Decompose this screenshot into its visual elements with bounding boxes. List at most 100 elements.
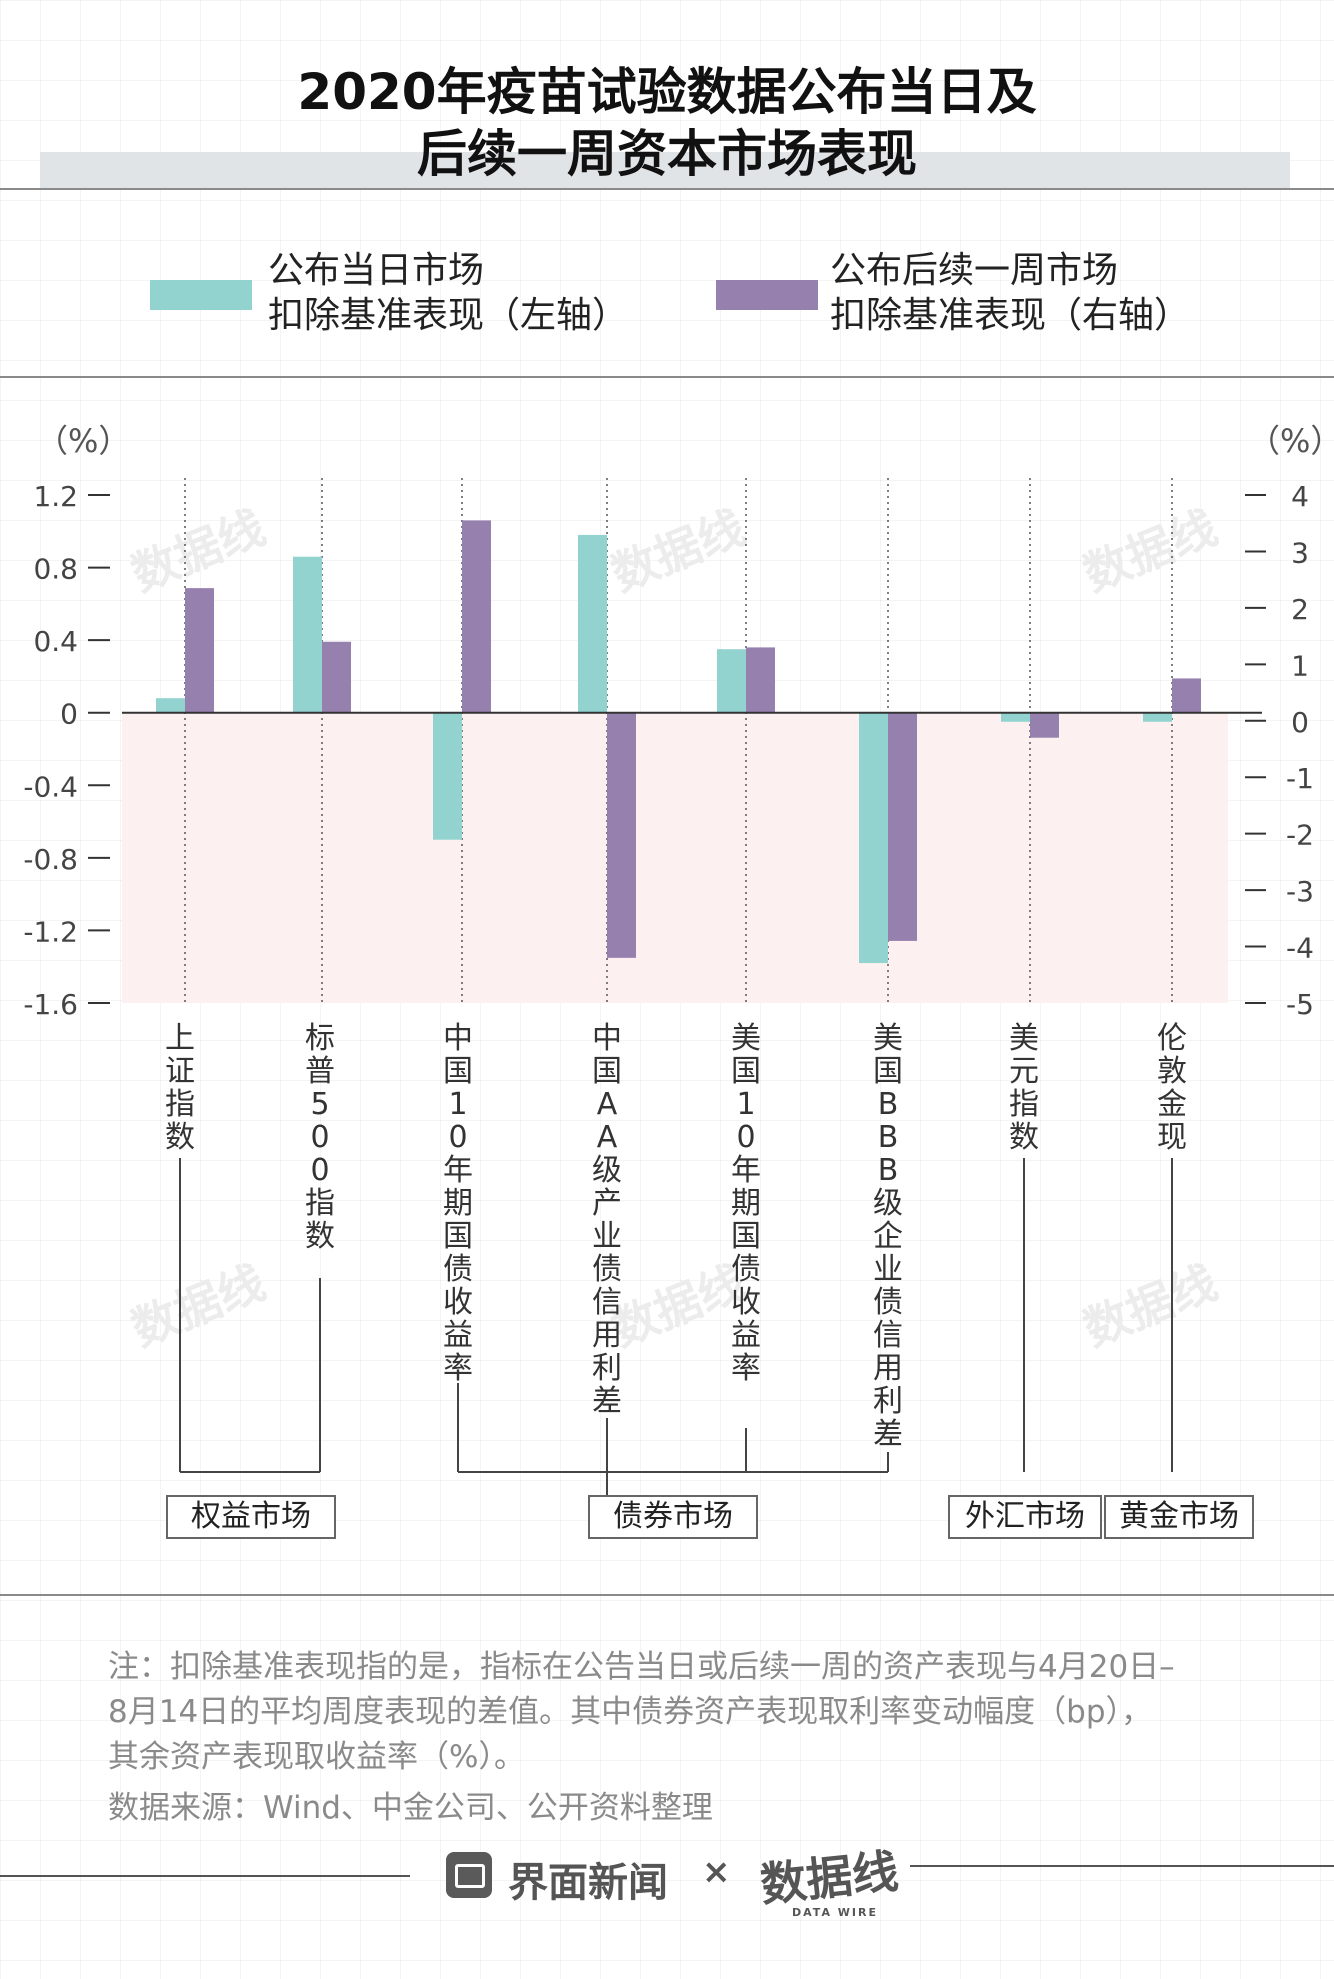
- bar-following-week: [322, 641, 351, 713]
- category-label-char: B: [878, 1087, 899, 1122]
- category-label-char: 差: [592, 1384, 622, 1419]
- bar-same-day: [1143, 712, 1172, 722]
- jiemian-logo-icon: [446, 1852, 492, 1898]
- category-label-char: 年: [443, 1153, 473, 1188]
- bar-following-week: [607, 712, 636, 958]
- category-label-char: 益: [731, 1318, 761, 1353]
- bar-same-day: [433, 712, 462, 840]
- category-label-char: 美: [873, 1021, 903, 1056]
- category-label-char: 数: [305, 1219, 335, 1254]
- footer-line-left: [0, 1875, 410, 1877]
- category-label-char: 利: [592, 1351, 622, 1386]
- category-label-char: 中: [592, 1021, 622, 1056]
- legend-label-1a: 公布当日市场: [268, 250, 485, 291]
- right-axis-unit: （%）: [1248, 422, 1334, 460]
- category-label-char: 元: [1009, 1054, 1039, 1089]
- footer-line-right: [910, 1865, 1334, 1867]
- bar-same-day: [156, 698, 185, 713]
- category-label-char: 中: [443, 1021, 473, 1056]
- category-label-char: 标: [305, 1021, 335, 1056]
- category-label-char: 指: [165, 1087, 195, 1122]
- bar-following-week: [746, 647, 775, 713]
- note-line2: 8月14日的平均周度表现的差值。其中债券资产表现取利率变动幅度（bp），: [108, 1694, 1153, 1730]
- category-label-char: 利: [873, 1384, 903, 1419]
- category-label-char: 敦: [1157, 1054, 1187, 1089]
- category-label-char: 差: [873, 1417, 903, 1452]
- divider-legend: [0, 376, 1334, 378]
- category-label-char: 期: [731, 1186, 761, 1221]
- category-label-char: 上: [165, 1021, 195, 1056]
- bar-chart: 1.20.80.40-0.4-0.8-1.2-1.643210-1-2-3-4-…: [23, 478, 1314, 1495]
- bar-following-week: [185, 588, 214, 713]
- group-label-gold: 黄金市场: [1104, 1495, 1254, 1539]
- negative-region: [122, 712, 1228, 1003]
- right-axis-tick-label: -5: [1286, 988, 1314, 1021]
- left-axis-tick-label: 0: [60, 698, 78, 731]
- category-label-char: 1: [448, 1087, 467, 1122]
- category-label-char: 级: [592, 1153, 622, 1188]
- category-label-char: 国: [443, 1219, 473, 1254]
- chart-title-line2: 后续一周资本市场表现: [417, 125, 917, 183]
- bar-same-day: [859, 712, 888, 964]
- category-label-char: 用: [592, 1318, 622, 1353]
- group-label-bond: 债券市场: [588, 1495, 758, 1539]
- bar-following-week: [888, 712, 917, 941]
- category-label-char: 指: [305, 1186, 335, 1221]
- category-label-char: 债: [443, 1252, 473, 1287]
- category-label-char: 债: [731, 1252, 761, 1287]
- footer-partner-logo: 数据线: [757, 1843, 901, 1913]
- group-label-equity: 权益市场: [166, 1495, 336, 1539]
- category-label-char: 级: [873, 1186, 903, 1221]
- right-axis-tick-label: -3: [1286, 875, 1314, 908]
- category-label-char: A: [597, 1087, 618, 1122]
- category-label-char: 债: [592, 1252, 622, 1287]
- legend-swatch-purple: [716, 280, 818, 310]
- category-label-char: 年: [731, 1153, 761, 1188]
- category-label-char: 0: [310, 1120, 329, 1155]
- note-line3: 其余资产表现取收益率（%）。: [108, 1739, 525, 1775]
- right-axis-tick-label: 1: [1291, 649, 1309, 682]
- category-label-char: 信: [592, 1285, 622, 1320]
- legend-label-2a: 公布后续一周市场: [830, 250, 1119, 291]
- divider-notes: [0, 1594, 1334, 1596]
- bar-following-week: [1030, 712, 1059, 738]
- category-label-char: 国: [443, 1054, 473, 1089]
- category-label-char: 债: [873, 1285, 903, 1320]
- bar-same-day: [717, 649, 746, 713]
- left-axis-tick-label: 1.2: [33, 480, 78, 513]
- right-axis-tick-label: 3: [1291, 536, 1309, 569]
- footer-times: ×: [702, 1852, 731, 1892]
- category-label-char: 业: [873, 1252, 903, 1287]
- category-label-char: 美: [1009, 1021, 1039, 1056]
- category-label-char: 0: [310, 1153, 329, 1188]
- right-axis-tick-label: -1: [1286, 762, 1314, 795]
- category-label-char: 产: [592, 1186, 622, 1221]
- right-axis-tick-label: -4: [1286, 932, 1314, 965]
- category-label-char: 期: [443, 1186, 473, 1221]
- category-label-char: 指: [1009, 1087, 1039, 1122]
- category-label-char: B: [878, 1120, 899, 1155]
- category-label-char: 美: [731, 1021, 761, 1056]
- category-label-char: A: [597, 1120, 618, 1155]
- category-label-char: B: [878, 1153, 899, 1188]
- category-label-char: 数: [1009, 1120, 1039, 1155]
- bar-same-day: [293, 556, 322, 713]
- category-label-char: 金: [1157, 1087, 1187, 1122]
- legend-swatch-teal: [150, 280, 252, 310]
- category-label-char: 企: [873, 1219, 903, 1254]
- bar-following-week: [462, 520, 491, 713]
- data-source: 数据来源：Wind、中金公司、公开资料整理: [108, 1790, 713, 1826]
- right-axis-tick-label: 4: [1291, 480, 1309, 513]
- left-axis-unit: （%）: [36, 422, 131, 460]
- category-label-char: 用: [873, 1351, 903, 1386]
- category-label-char: 证: [165, 1054, 195, 1089]
- left-axis-tick-label: -1.6: [23, 988, 78, 1021]
- category-label-char: 率: [443, 1351, 473, 1386]
- left-axis-tick-label: -0.8: [23, 843, 78, 876]
- chart-title-line1: 2020年疫苗试验数据公布当日及: [297, 63, 1037, 121]
- group-label-fx: 外汇市场: [948, 1495, 1102, 1539]
- category-label-char: 5: [310, 1087, 329, 1122]
- category-label-char: 国: [592, 1054, 622, 1089]
- category-label-char: 数: [165, 1120, 195, 1155]
- category-label-char: 普: [305, 1054, 335, 1089]
